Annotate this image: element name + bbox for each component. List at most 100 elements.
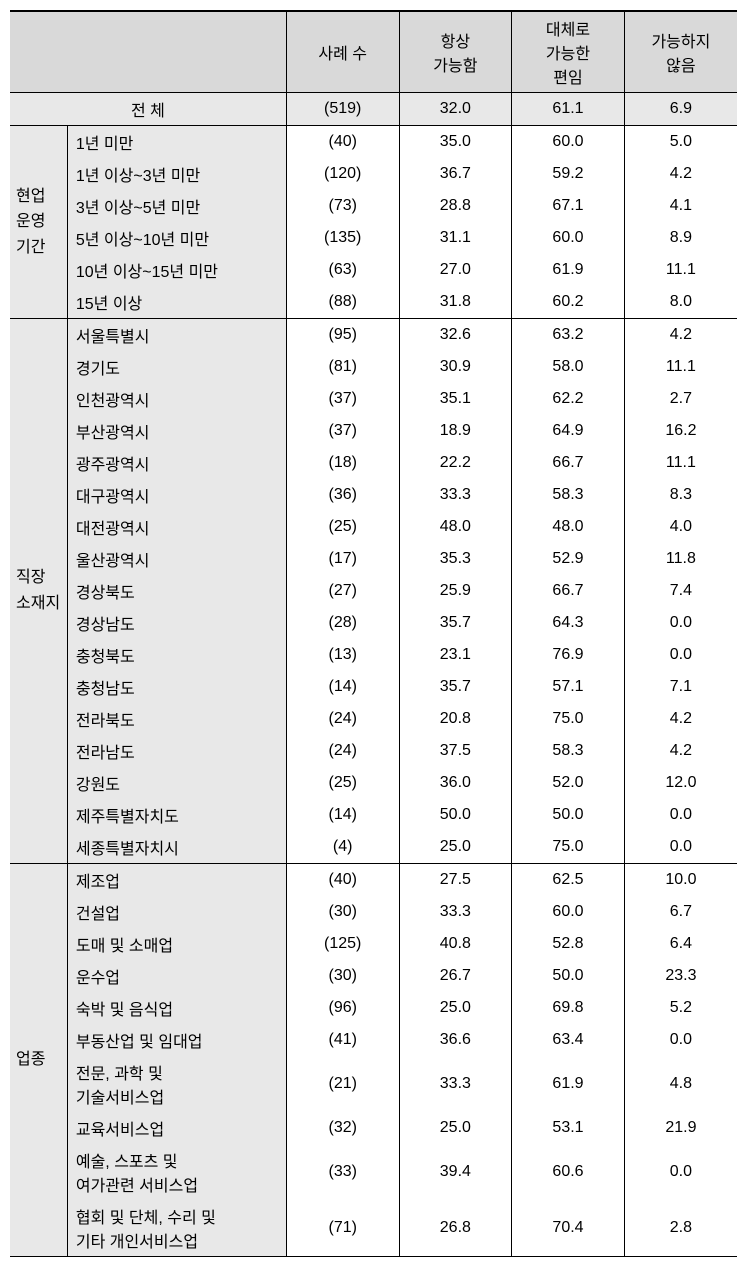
row-label: 강원도 [67,767,286,799]
row-label: 1년 미만 [67,126,286,159]
cell-v3: 10.0 [624,864,737,897]
row-label: 운수업 [67,960,286,992]
cell-count: (33) [286,1144,399,1200]
cell-count: (32) [286,1112,399,1144]
cell-v2: 63.2 [512,319,625,352]
cell-count: (40) [286,864,399,897]
cell-v1: 33.3 [399,1056,512,1112]
cell-v2: 48.0 [512,511,625,543]
cell-v1: 39.4 [399,1144,512,1200]
table-row: 업종제조업(40)27.562.510.0 [10,864,737,897]
cell-v2: 61.9 [512,1056,625,1112]
table-row: 충청북도(13)23.176.90.0 [10,639,737,671]
table-row: 부산광역시(37)18.964.916.2 [10,415,737,447]
cell-count: (125) [286,928,399,960]
row-label: 도매 및 소매업 [67,928,286,960]
cell-v1: 32.6 [399,319,512,352]
table-row: 울산광역시(17)35.352.911.8 [10,543,737,575]
cell-v1: 28.8 [399,190,512,222]
cell-v3: 0.0 [624,1024,737,1056]
cell-v3: 21.9 [624,1112,737,1144]
cell-v3: 11.1 [624,447,737,479]
cell-v1: 25.0 [399,992,512,1024]
cell-v2: 64.9 [512,415,625,447]
total-v2: 61.1 [512,93,625,126]
cell-v2: 60.0 [512,126,625,159]
cell-v2: 57.1 [512,671,625,703]
row-label: 경상남도 [67,607,286,639]
row-label: 인천광역시 [67,383,286,415]
row-label: 서울특별시 [67,319,286,352]
cell-v1: 37.5 [399,735,512,767]
cell-v2: 62.2 [512,383,625,415]
table-row: 현업운영기간1년 미만(40)35.060.05.0 [10,126,737,159]
table-row: 교육서비스업(32)25.053.121.9 [10,1112,737,1144]
cell-v2: 58.0 [512,351,625,383]
cell-v2: 67.1 [512,190,625,222]
cell-count: (88) [286,286,399,319]
cell-count: (81) [286,351,399,383]
row-label: 건설업 [67,896,286,928]
cell-v2: 50.0 [512,960,625,992]
row-label: 충청북도 [67,639,286,671]
cell-count: (17) [286,543,399,575]
cell-count: (73) [286,190,399,222]
cell-count: (135) [286,222,399,254]
cell-v1: 50.0 [399,799,512,831]
table-row: 5년 이상~10년 미만(135)31.160.08.9 [10,222,737,254]
row-label: 전문, 과학 및기술서비스업 [67,1056,286,1112]
table-row: 예술, 스포츠 및여가관련 서비스업(33)39.460.60.0 [10,1144,737,1200]
table-row: 전라북도(24)20.875.04.2 [10,703,737,735]
cell-v3: 0.0 [624,639,737,671]
cell-count: (14) [286,671,399,703]
header-count: 사례 수 [286,11,399,93]
row-label: 15년 이상 [67,286,286,319]
row-label: 숙박 및 음식업 [67,992,286,1024]
total-label: 전 체 [10,93,286,126]
table-row: 대전광역시(25)48.048.04.0 [10,511,737,543]
cell-v2: 60.2 [512,286,625,319]
cell-v2: 66.7 [512,447,625,479]
cell-v3: 4.0 [624,511,737,543]
table-row: 강원도(25)36.052.012.0 [10,767,737,799]
row-label: 3년 이상~5년 미만 [67,190,286,222]
cell-v3: 16.2 [624,415,737,447]
group-label: 현업운영기간 [10,126,67,319]
total-count: (519) [286,93,399,126]
cell-v1: 23.1 [399,639,512,671]
cell-v2: 70.4 [512,1200,625,1257]
row-label: 세종특별자치시 [67,831,286,864]
cell-v3: 0.0 [624,831,737,864]
table-row: 운수업(30)26.750.023.3 [10,960,737,992]
cell-v2: 50.0 [512,799,625,831]
cell-v3: 0.0 [624,799,737,831]
cell-v3: 7.4 [624,575,737,607]
table-row: 경상북도(27)25.966.77.4 [10,575,737,607]
header-not: 가능하지않음 [624,11,737,93]
header-corner [10,11,286,93]
total-v3: 6.9 [624,93,737,126]
cell-count: (71) [286,1200,399,1257]
cell-v2: 58.3 [512,735,625,767]
table-row: 경상남도(28)35.764.30.0 [10,607,737,639]
cell-count: (4) [286,831,399,864]
row-label: 교육서비스업 [67,1112,286,1144]
header-mostly: 대체로가능한편임 [512,11,625,93]
table-row: 3년 이상~5년 미만(73)28.867.14.1 [10,190,737,222]
cell-v1: 35.7 [399,671,512,703]
cell-count: (41) [286,1024,399,1056]
cell-count: (37) [286,383,399,415]
cell-v3: 11.1 [624,351,737,383]
cell-v1: 27.0 [399,254,512,286]
row-label: 경기도 [67,351,286,383]
cell-v3: 8.3 [624,479,737,511]
row-label: 광주광역시 [67,447,286,479]
cell-count: (63) [286,254,399,286]
row-label: 5년 이상~10년 미만 [67,222,286,254]
table-row: 세종특별자치시(4)25.075.00.0 [10,831,737,864]
table-row: 숙박 및 음식업(96)25.069.85.2 [10,992,737,1024]
table-row: 인천광역시(37)35.162.22.7 [10,383,737,415]
row-label: 예술, 스포츠 및여가관련 서비스업 [67,1144,286,1200]
cell-v3: 8.0 [624,286,737,319]
cell-v1: 26.7 [399,960,512,992]
